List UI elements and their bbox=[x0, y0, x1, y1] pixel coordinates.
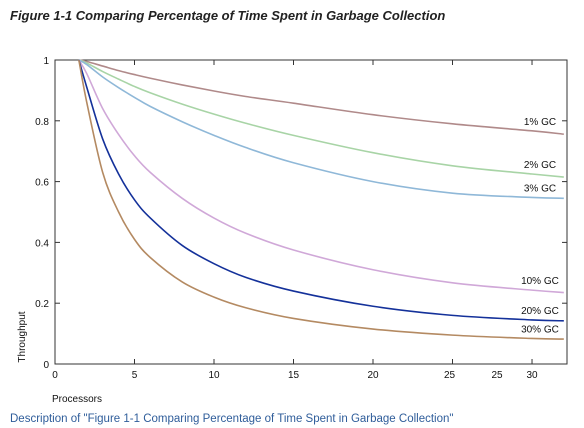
figure-description-link[interactable]: Description of "Figure 1-1 Comparing Per… bbox=[10, 413, 454, 425]
y-tick-label: 0.8 bbox=[35, 117, 49, 128]
y-tick-label: 0 bbox=[43, 360, 49, 371]
series-label: 2% GC bbox=[524, 160, 556, 171]
x-tick-label: 5 bbox=[132, 370, 138, 381]
y-axis-title: Throughput bbox=[17, 311, 28, 362]
series-line-3-gc bbox=[78, 59, 564, 200]
x-tick-label: 0 bbox=[52, 370, 58, 381]
x-tick-label: 20 bbox=[367, 370, 379, 381]
x-tick-label: 30 bbox=[526, 370, 538, 381]
series-line-20-gc bbox=[78, 59, 564, 322]
x-tick-label: 15 bbox=[288, 370, 300, 381]
y-tick-label: 0.2 bbox=[35, 299, 49, 310]
series-line-1-gc bbox=[78, 59, 564, 135]
series-line-30-gc bbox=[78, 59, 564, 340]
series-label: 20% GC bbox=[521, 306, 559, 317]
x-tick-label: 25 bbox=[491, 370, 503, 381]
x-tick-label: 25 bbox=[444, 370, 456, 381]
y-tick-label: 1 bbox=[43, 56, 49, 67]
series-lines bbox=[78, 59, 564, 340]
y-tick-label: 0.6 bbox=[35, 178, 49, 189]
series-line-2-gc bbox=[78, 59, 564, 178]
series-label: 30% GC bbox=[521, 324, 559, 335]
x-tick-label: 10 bbox=[208, 370, 220, 381]
plot-frame bbox=[54, 59, 568, 365]
series-label: 1% GC bbox=[524, 117, 556, 128]
x-axis-title: Processors bbox=[52, 394, 102, 405]
y-tick-label: 0.4 bbox=[35, 238, 49, 249]
series-label: 3% GC bbox=[524, 183, 556, 194]
figure-title: Figure 1-1 Comparing Percentage of Time … bbox=[10, 8, 446, 23]
series-labels: 1% GC 2% GC 3% GC 10% GC 20% GC 30% GC bbox=[521, 117, 559, 336]
axis-ticks: 00.20.40.60.810 5 10 15 20 25 25 30 bbox=[35, 56, 567, 381]
series-line-10-gc bbox=[78, 59, 564, 294]
series-label: 10% GC bbox=[521, 276, 559, 287]
